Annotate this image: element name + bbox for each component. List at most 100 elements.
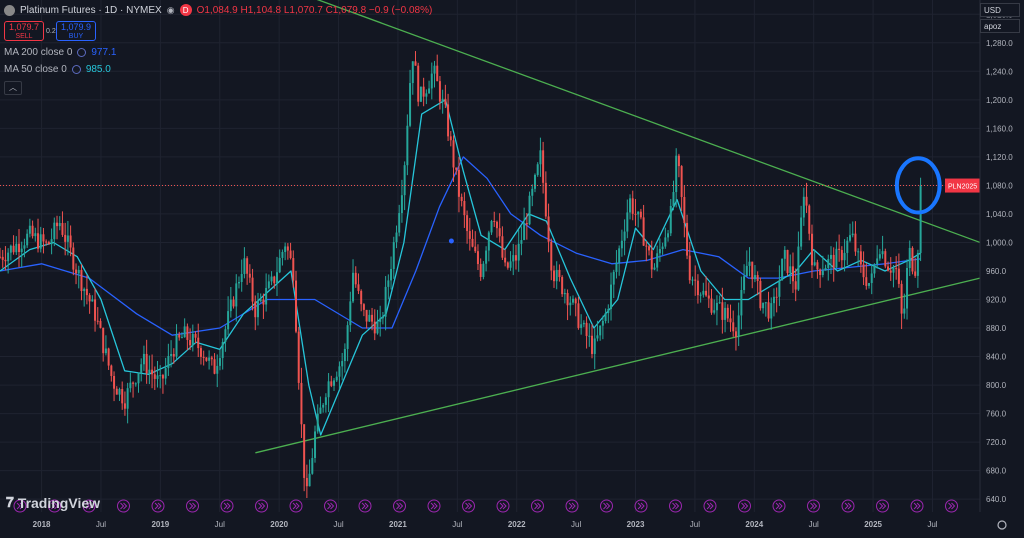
symbol-tag: PLN2025	[948, 184, 977, 191]
candle-body	[580, 324, 583, 328]
candle-body	[371, 314, 374, 322]
candle-body	[395, 232, 398, 243]
buy-price: 1,079.9	[60, 22, 92, 32]
candle-body	[767, 302, 770, 319]
collapse-legend-button[interactable]: ︿	[4, 81, 22, 95]
candle-body	[20, 248, 23, 253]
candle-body	[409, 83, 412, 126]
candle-body	[512, 255, 515, 262]
candle-body	[721, 302, 724, 320]
candle-body	[208, 357, 211, 361]
sell-button[interactable]: 1,079.7 SELL	[4, 21, 44, 41]
candle-body	[686, 222, 689, 256]
candle-body	[778, 280, 781, 297]
candle-body	[572, 298, 575, 303]
candle-body	[506, 262, 509, 268]
x-tick-label: Jul	[96, 520, 106, 529]
candle-body	[237, 282, 240, 284]
symbol-legend[interactable]: Platinum Futures · 1D · NYMEX ◉ D O1,084…	[4, 4, 432, 16]
scale-selector[interactable]: apoz	[980, 19, 1020, 33]
candle-body	[69, 235, 72, 248]
currency-selector[interactable]: USD	[980, 3, 1020, 17]
candle-body	[186, 326, 189, 340]
candle-body	[664, 237, 667, 247]
candle-body	[77, 269, 80, 274]
ma200-value: 977.1	[91, 47, 117, 58]
candle-body	[775, 296, 778, 298]
ohlc-values: O1,084.9 H1,104.8 L1,070.7 C1,079.8 −0.9…	[196, 4, 433, 16]
candle-body	[113, 376, 116, 389]
eye-icon[interactable]: ◉	[166, 4, 175, 15]
candle-body	[308, 473, 311, 487]
candle-body	[658, 249, 661, 254]
candle-body	[547, 216, 550, 242]
candle-body	[259, 299, 262, 302]
candle-body	[552, 270, 555, 282]
symbol-title: Platinum Futures · 1D · NYMEX	[20, 4, 162, 16]
candle-body	[884, 251, 887, 267]
candle-body	[216, 365, 219, 374]
replay-arrow-icon	[51, 502, 59, 510]
replay-arrow-icon	[430, 502, 438, 510]
candle-body	[349, 301, 352, 326]
ma50-label: MA 50 close 0	[4, 64, 67, 75]
candle-body	[525, 223, 528, 225]
candle-body	[517, 243, 520, 261]
candle-body	[406, 125, 409, 166]
candle-body	[729, 318, 732, 323]
candle-body	[694, 279, 697, 281]
replay-icon	[82, 499, 96, 513]
settings-icon[interactable]	[71, 65, 81, 74]
candle-body	[254, 301, 257, 318]
x-tick-label: Jul	[215, 520, 225, 529]
ma200-path	[0, 156, 921, 336]
candle-body	[887, 266, 890, 271]
candle-body	[455, 167, 458, 170]
candle-body	[471, 238, 474, 247]
candle-body	[240, 274, 243, 283]
candle-body	[873, 264, 876, 274]
candle-body	[493, 221, 496, 223]
candle-body	[278, 257, 281, 273]
candle-body	[743, 276, 746, 290]
candle-body	[183, 326, 186, 338]
ma200-legend[interactable]: MA 200 close 0 977.1	[4, 47, 116, 58]
candle-body	[878, 254, 881, 259]
candle-body	[295, 280, 298, 332]
candle-body	[838, 248, 841, 250]
candle-body	[808, 205, 811, 234]
candle-body	[680, 166, 683, 197]
candle-body	[96, 320, 99, 322]
buy-button[interactable]: 1,079.9 BUY	[56, 21, 96, 41]
candle-body	[810, 233, 813, 266]
candle-body	[286, 246, 289, 251]
candle-body	[61, 223, 64, 235]
candle-body	[352, 272, 355, 302]
candle-body	[42, 234, 45, 242]
candle-body	[737, 315, 740, 337]
x-tick-label: 2018	[33, 520, 51, 529]
candle-body	[734, 331, 737, 337]
candle-body	[189, 339, 192, 346]
candle-body	[392, 242, 395, 269]
candle-body	[126, 388, 129, 409]
chart-grid	[0, 0, 980, 512]
candle-body	[151, 369, 154, 375]
candle-body	[205, 357, 208, 361]
candle-body	[607, 308, 610, 314]
candle-body	[316, 413, 319, 432]
candle-body	[140, 364, 143, 373]
candle-body	[314, 431, 317, 458]
candle-body	[118, 388, 121, 395]
replay-icon	[358, 499, 372, 513]
y-tick-label: 1,280.0	[986, 39, 1013, 48]
candle-body	[591, 335, 594, 354]
x-tick-label: Jul	[452, 520, 462, 529]
x-tick-label: Jul	[809, 520, 819, 529]
candle-body	[876, 258, 879, 265]
ma50-legend[interactable]: MA 50 close 0 985.0	[4, 64, 111, 75]
candle-body	[232, 299, 235, 307]
candle-body	[791, 266, 794, 282]
settings-icon[interactable]	[77, 48, 87, 57]
